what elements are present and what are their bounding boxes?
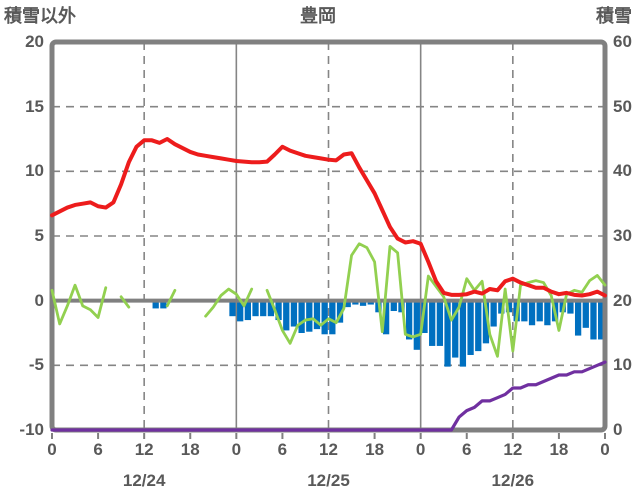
precip-bar [298, 300, 305, 333]
precip-bar [429, 300, 436, 346]
left-axis-tick-label: 0 [34, 290, 44, 310]
left-axis-tick-label: -10 [19, 420, 44, 439]
green-line [119, 295, 131, 309]
left-axis-tick-label: 15 [25, 96, 44, 116]
precip-bar [344, 300, 351, 308]
hour-tick-label: 18 [549, 440, 569, 459]
left-axis-tick-label: 10 [25, 161, 44, 181]
precip-bar [382, 300, 390, 335]
right-axis-tick-label: 40 [613, 161, 632, 181]
snow-depth-purple-line [50, 360, 607, 432]
precip-bars-group [152, 300, 605, 367]
green-line [204, 287, 254, 318]
right-axis-tick-label: 60 [613, 32, 632, 51]
precip-bar [436, 300, 444, 346]
precip-bar [590, 300, 597, 340]
left-axis-tick-label: -5 [28, 355, 44, 375]
precip-bar [306, 300, 313, 332]
precip-bar [528, 300, 536, 326]
precip-bar [390, 300, 397, 312]
precip-bar [498, 300, 505, 314]
precip-bar [275, 300, 282, 321]
green-line [165, 288, 177, 308]
precip-bar [244, 300, 251, 321]
hour-tick-label: 12 [503, 440, 523, 459]
left-axis-tick-label: 20 [25, 32, 44, 51]
hour-tick-label: 12 [134, 440, 154, 459]
date-label: 12/26 [491, 471, 535, 490]
precip-bar [321, 300, 328, 335]
hour-tick-label: 0 [415, 440, 426, 459]
precip-bar [283, 300, 290, 331]
right-axis-tick-label: 20 [613, 290, 632, 310]
hour-tick-label: 0 [600, 440, 610, 459]
precip-bar [482, 300, 490, 344]
precip-bar [290, 300, 298, 327]
right-axis-tick-label: 0 [613, 420, 623, 439]
right-axis-tick-label: 10 [613, 355, 632, 375]
precip-bar [574, 300, 582, 336]
precip-bar [260, 300, 267, 317]
hour-tick-label: 18 [180, 440, 200, 459]
precip-bar [598, 300, 605, 340]
precip-bar [160, 300, 167, 309]
precip-bar [475, 300, 482, 352]
precip-bar [467, 300, 474, 355]
precip-bar [359, 300, 367, 306]
hour-tick-label: 0 [47, 440, 57, 459]
precip-bar [313, 300, 321, 330]
hour-tick-label: 6 [277, 440, 288, 459]
precip-bar [152, 300, 159, 309]
precip-bar [252, 300, 259, 317]
precip-bar [452, 300, 459, 358]
precip-bar [582, 300, 589, 328]
right-axis-tick-label: 30 [613, 226, 632, 245]
hour-tick-label: 0 [231, 440, 242, 459]
precip-bar [329, 300, 336, 335]
precip-bar [413, 300, 420, 350]
precip-bar [567, 300, 574, 314]
precip-bar [229, 300, 236, 317]
right-axis-tick-label: 50 [613, 96, 632, 116]
date-label: 12/25 [307, 471, 350, 490]
precip-bar [459, 300, 467, 367]
precip-bar [237, 300, 244, 322]
green-line [50, 283, 108, 326]
precip-bar [267, 300, 275, 317]
precip-bar [336, 300, 344, 323]
precip-bar [406, 300, 413, 340]
chart-title: 豊岡 [300, 6, 336, 26]
hour-tick-label: 18 [365, 440, 385, 459]
hour-tick-label: 6 [462, 440, 472, 459]
precip-bar [544, 300, 551, 326]
precip-bar [505, 300, 513, 313]
left-axis-tick-label: 5 [34, 226, 44, 245]
hour-tick-label: 6 [93, 440, 103, 459]
right-axis-title: 積雪 [596, 6, 632, 26]
hour-tick-label: 12 [319, 440, 338, 459]
precip-bar [444, 300, 451, 367]
temperature-red-line [50, 137, 607, 298]
precip-bar [536, 300, 543, 322]
left-axis-title: 積雪以外 [4, 6, 76, 26]
precip-bar [421, 300, 428, 333]
date-label: 12/24 [122, 471, 166, 490]
precip-bar [521, 300, 528, 322]
precip-bar [490, 300, 497, 327]
